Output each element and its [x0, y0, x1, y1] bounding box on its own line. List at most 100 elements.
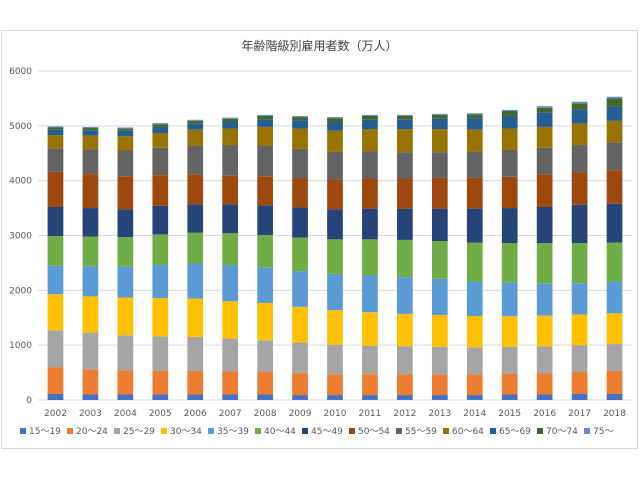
- x-tick-label: 2018: [603, 409, 626, 419]
- bar-segment: [606, 313, 623, 345]
- legend-swatch: [20, 428, 26, 434]
- legend-swatch: [584, 428, 590, 434]
- bar-segment: [47, 129, 64, 136]
- bar-segment: [536, 107, 553, 113]
- bar-segment: [187, 145, 204, 175]
- x-tick-label: 2007: [219, 409, 242, 419]
- bar-segment: [466, 114, 483, 119]
- bar-segment: [222, 265, 239, 302]
- bar-segment: [292, 395, 308, 400]
- chart-svg: 0 1000 2000 3000 4000 5000 6000 2002 2003 2004 200…: [9, 67, 632, 437]
- bar-segment: [501, 316, 518, 347]
- bar-segment: [327, 344, 343, 375]
- bar-segment: [327, 310, 343, 345]
- chart-frame: 年齢階級別雇用者数（万人） 0 1000 2000 3000 4000 5000 6000 2…: [1, 30, 638, 449]
- bar-segment: [501, 128, 518, 150]
- bar-segment: [257, 176, 273, 206]
- bar-segment: [117, 266, 134, 298]
- y-tick-label: 1000: [9, 341, 32, 351]
- bar-segment: [187, 263, 204, 299]
- bar-segment: [466, 374, 483, 396]
- bar-segment: [571, 103, 588, 110]
- bar-segment: [466, 316, 483, 348]
- bar-segment: [222, 301, 239, 339]
- bar-segment: [327, 209, 343, 240]
- bar-segment: [501, 115, 518, 129]
- bar-segment: [397, 152, 413, 179]
- bar-segment: [571, 109, 588, 124]
- bar-segment: [257, 126, 273, 146]
- bar-segment: [257, 302, 273, 341]
- bar-segment: [222, 338, 239, 372]
- x-tick-label: 2002: [44, 409, 67, 419]
- bar-segment: [117, 297, 134, 336]
- legend-swatch: [114, 428, 120, 434]
- bar-segment: [222, 394, 239, 400]
- bar-segment: [292, 271, 308, 307]
- legend-swatch: [302, 428, 308, 434]
- bar-segment: [327, 118, 343, 122]
- x-tick-label: 2014: [463, 409, 486, 419]
- bar-segment: [152, 265, 169, 299]
- bar-segment: [47, 135, 64, 149]
- bar-segment: [82, 332, 99, 370]
- legend-label: 50～54: [358, 427, 390, 437]
- bar-segment: [82, 126, 99, 129]
- y-tick-label: 0: [26, 396, 32, 406]
- legend-label: 20～24: [76, 427, 108, 437]
- bar-segment: [82, 236, 99, 267]
- legend-swatch: [349, 428, 355, 434]
- bar-segment: [117, 130, 134, 137]
- legend-swatch: [490, 428, 496, 434]
- bar-segment: [222, 117, 239, 119]
- bar-segment: [292, 342, 308, 374]
- bar-segment: [571, 204, 588, 244]
- bar-segment: [257, 234, 273, 268]
- bar-segment: [571, 243, 588, 284]
- legend-label: 65～69: [499, 427, 531, 437]
- bar-segment: [431, 374, 448, 396]
- bar-segment: [397, 178, 413, 209]
- bar-segment: [501, 109, 518, 112]
- bar-segment: [222, 204, 239, 234]
- bar-segment: [431, 152, 448, 178]
- bar-segment: [47, 294, 64, 331]
- legend-label: 60～64: [452, 427, 484, 437]
- bar-segment: [431, 395, 448, 400]
- x-tick-label: 2006: [184, 409, 207, 419]
- legend-swatch: [255, 428, 261, 434]
- y-tick-label: 4000: [9, 177, 32, 187]
- legend-swatch: [161, 428, 167, 434]
- bar-segment: [606, 170, 623, 204]
- bar-segment: [82, 394, 99, 400]
- bar-segment: [222, 145, 239, 176]
- bar-segment: [257, 394, 273, 400]
- bar-segment: [431, 346, 448, 375]
- bar-segment: [571, 314, 588, 346]
- chart-title: 年齢階級別雇用者数（万人）: [241, 39, 398, 53]
- bar-segment: [47, 127, 64, 130]
- bar-segment: [327, 121, 343, 131]
- bar-segment: [222, 121, 239, 129]
- bar-segment: [152, 234, 169, 266]
- bar-segment: [466, 347, 483, 375]
- bar-segment: [47, 126, 64, 128]
- bar-segment: [397, 395, 413, 400]
- bar-segment: [536, 206, 553, 244]
- x-tick-label: 2011: [358, 409, 381, 419]
- bar-segment: [257, 115, 273, 120]
- legend-label: 35～39: [217, 427, 249, 437]
- bar-segment: [187, 370, 204, 395]
- bar-segment: [606, 106, 623, 121]
- x-tick-label: 2017: [568, 409, 591, 419]
- bar-segment: [292, 373, 308, 396]
- bar-segment: [47, 148, 64, 172]
- bar-segment: [466, 113, 483, 115]
- bar-segment: [397, 129, 413, 153]
- bar-segment: [292, 117, 308, 121]
- bar-segment: [222, 175, 239, 205]
- bar-segment: [431, 118, 448, 130]
- bar-segment: [362, 395, 378, 400]
- bar-segment: [362, 275, 378, 313]
- legend-swatch: [443, 428, 449, 434]
